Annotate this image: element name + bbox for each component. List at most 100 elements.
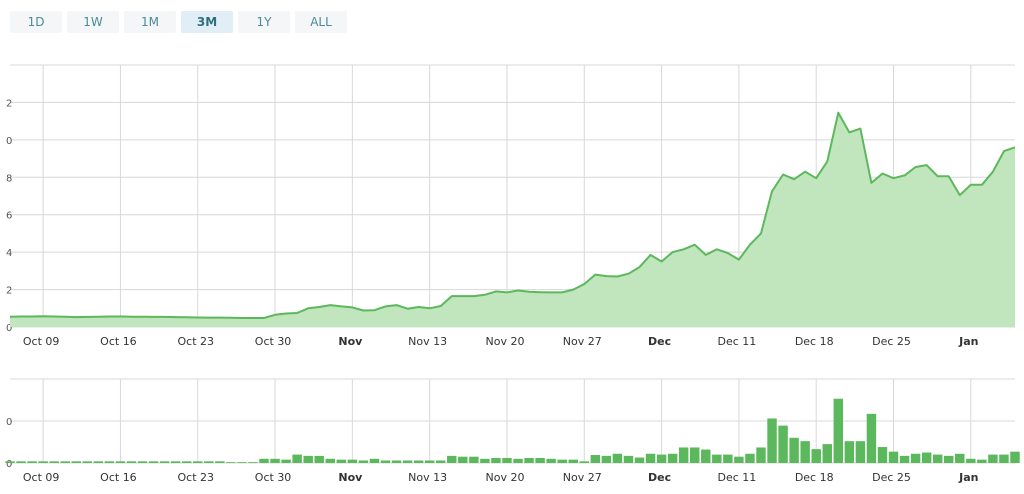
- volume-bar: [678, 447, 689, 463]
- volume-bar: [811, 449, 821, 463]
- volume-bar: [656, 454, 667, 463]
- volume-bar: [237, 462, 247, 463]
- x-tick-label: Oct 23: [177, 471, 214, 484]
- volume-bar: [447, 455, 457, 463]
- y-tick-label: 2: [6, 286, 12, 297]
- volume-bar: [402, 460, 413, 463]
- x-tick-label: Oct 09: [23, 471, 60, 484]
- x-tick-label: Nov 13: [408, 335, 447, 348]
- x-tick-label: Dec: [648, 335, 671, 348]
- volume-bar: [734, 456, 744, 463]
- volume-bar: [38, 461, 48, 463]
- volume-bar: [513, 458, 523, 463]
- volume-bar: [932, 454, 943, 463]
- volume-bar: [358, 460, 369, 463]
- x-tick-label: Oct 23: [177, 335, 214, 348]
- volume-bar: [491, 457, 501, 463]
- price-line: [9, 111, 1016, 319]
- volume-bar: [71, 461, 81, 463]
- range-button-1y[interactable]: 1Y: [238, 11, 290, 33]
- range-button-3m[interactable]: 3M: [181, 11, 233, 33]
- volume-bar: [877, 447, 888, 463]
- x-tick-label: Oct 16: [100, 335, 137, 348]
- volume-pane: Oct 09 Oct 16 Oct 23 Oct 30 Nov Nov 13 Nov 20 N…: [5, 378, 1020, 484]
- volume-bar: [800, 441, 810, 463]
- range-selector: 1D 1W 1M 3M 1Y ALL: [10, 11, 347, 33]
- volume-bar: [822, 444, 832, 463]
- volume-bar: [910, 453, 921, 463]
- volume-bar: [789, 437, 799, 463]
- x-tick-label: Oct 16: [100, 471, 137, 484]
- volume-bar: [16, 461, 26, 463]
- volume-bar: [281, 459, 291, 463]
- volume-bar: [546, 458, 556, 463]
- volume-bar: [568, 459, 578, 463]
- volume-bar: [601, 455, 612, 463]
- volume-bar: [667, 453, 678, 463]
- volume-bar: [921, 452, 932, 463]
- volume-bar: [634, 457, 645, 463]
- volume-bar: [458, 456, 468, 463]
- volume-bar: [712, 454, 722, 463]
- volume-bar: [60, 461, 70, 463]
- volume-bar: [259, 458, 269, 463]
- y-tick-label: 0: [6, 417, 12, 428]
- x-tick-label: Jan: [958, 471, 978, 484]
- volume-bar: [866, 413, 877, 463]
- volume-bar: [380, 460, 391, 463]
- volume-bar: [623, 455, 634, 463]
- x-tick-label: Jan: [958, 335, 978, 348]
- volume-bar: [336, 459, 347, 463]
- volume-bar: [391, 460, 402, 463]
- volume-bar: [899, 455, 910, 463]
- range-button-1w[interactable]: 1W: [67, 11, 119, 33]
- range-button-1m[interactable]: 1M: [124, 11, 176, 33]
- volume-bar: [27, 461, 37, 463]
- volume-bar: [535, 457, 545, 463]
- volume-bar: [193, 461, 203, 463]
- volume-bar: [756, 447, 766, 463]
- x-tick-label: Nov 13: [408, 471, 447, 484]
- x-tick-label: Oct 09: [23, 335, 60, 348]
- x-tick-label: Nov: [338, 471, 363, 484]
- volume-bar: [988, 454, 998, 463]
- y-tick-label: 4: [6, 248, 12, 259]
- x-tick-label: Dec 25: [872, 335, 911, 348]
- volume-bar: [159, 461, 170, 463]
- volume-bar: [292, 454, 302, 463]
- x-tick-label: Dec 18: [795, 471, 834, 484]
- volume-bar: [944, 455, 954, 463]
- volume-bar: [579, 461, 590, 463]
- y-tick-label: 0: [6, 459, 12, 470]
- x-tick-label: Nov: [338, 335, 363, 348]
- y-tick-label: 6: [6, 211, 12, 222]
- range-button-all[interactable]: ALL: [295, 11, 347, 33]
- x-tick-label: Dec 11: [718, 335, 757, 348]
- volume-bar: [435, 460, 446, 463]
- y-tick-label: 8: [6, 173, 12, 184]
- volume-bar: [745, 453, 755, 463]
- volume-bar: [701, 449, 711, 463]
- x-tick-label: Nov 27: [563, 471, 602, 484]
- volume-bar: [612, 453, 623, 463]
- volume-bar: [590, 455, 601, 463]
- x-tick-label: Dec 18: [795, 335, 834, 348]
- volume-bar: [690, 447, 700, 463]
- volume-bar: [524, 457, 534, 463]
- volume-bar: [93, 461, 104, 463]
- volume-bar: [314, 455, 324, 463]
- volume-bar: [955, 453, 965, 463]
- volume-bar: [248, 462, 258, 463]
- volume-bar: [325, 458, 335, 463]
- volume-bar: [126, 461, 137, 463]
- volume-bar: [369, 458, 380, 463]
- volume-bar: [49, 461, 59, 463]
- volume-bar: [137, 461, 148, 463]
- volume-bar: [270, 458, 280, 463]
- volume-bar: [469, 456, 479, 463]
- volume-bar: [104, 461, 115, 463]
- volume-bar: [888, 451, 899, 463]
- range-button-1d[interactable]: 1D: [10, 11, 62, 33]
- volume-bar: [833, 398, 844, 463]
- volume-bar: [855, 441, 866, 463]
